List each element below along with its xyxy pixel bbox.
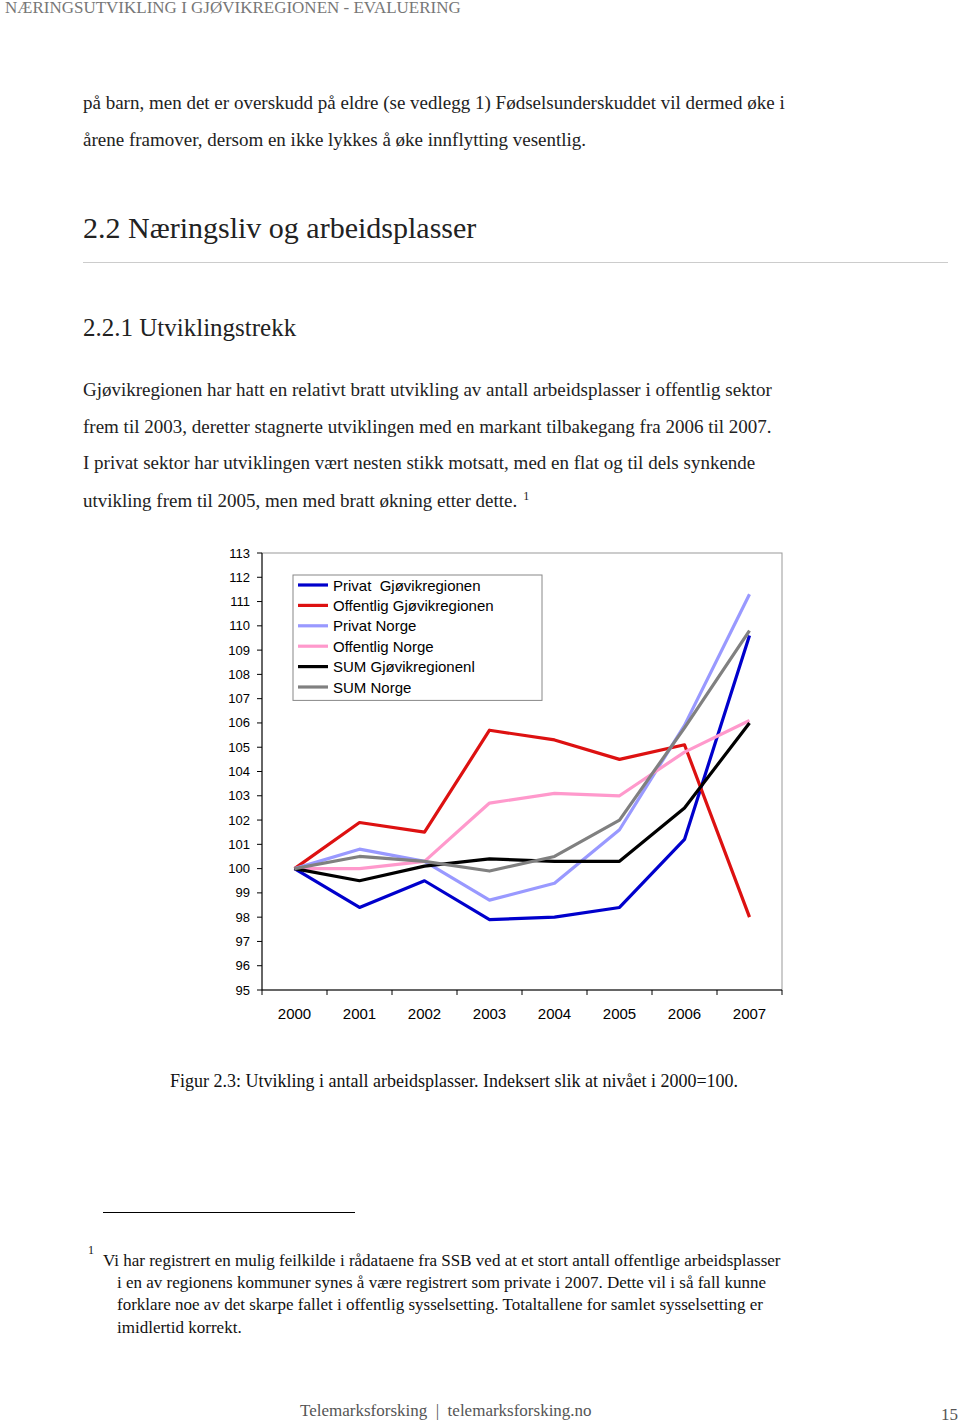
y-tick-label: 95	[236, 983, 250, 998]
section-heading: 2.2 Næringsliv og arbeidsplasser	[83, 210, 476, 246]
x-tick-label: 2002	[408, 1005, 441, 1022]
x-tick-label: 2003	[473, 1005, 506, 1022]
legend-label: Offentlig Gjøvikregionen	[333, 597, 494, 614]
paragraph-line: frem til 2003, deretter stagnerte utvikl…	[83, 416, 772, 439]
y-tick	[257, 553, 262, 554]
footnote-line: i en av regionens kommuner synes å være …	[117, 1273, 766, 1293]
x-tick-label: 2005	[603, 1005, 636, 1022]
y-tick-label: 97	[236, 934, 250, 949]
legend-key	[298, 645, 328, 648]
y-tick	[257, 820, 262, 821]
subsection-heading: 2.2.1 Utviklingstrekk	[83, 313, 296, 343]
y-tick	[257, 577, 262, 578]
paragraph-line: årene framover, dersom en ikke lykkes å …	[83, 129, 586, 152]
legend-label: Offentlig Norge	[333, 638, 434, 655]
legend-label: Privat Gjøvikregionen	[333, 577, 481, 594]
legend-key	[298, 583, 328, 586]
y-tick-label: 99	[236, 885, 250, 900]
legend-key	[298, 685, 328, 688]
x-tick	[327, 990, 328, 995]
y-tick-label: 108	[228, 667, 250, 682]
x-tick	[782, 990, 783, 995]
y-tick	[257, 722, 262, 723]
paragraph-line: utvikling frem til 2005, men med bratt ø…	[83, 489, 529, 513]
footer-text: Telemarksforsking | telemarksforsking.no	[300, 1401, 592, 1421]
footnote-line: imidlertid korrekt.	[117, 1318, 242, 1338]
x-tick	[457, 990, 458, 995]
legend-label: SUM Gjøvikregionenl	[333, 658, 475, 675]
running-header: NÆRINGSUTVIKLING I GJØVIKREGIONEN - EVAL…	[5, 0, 461, 18]
footnote-marker: 1	[88, 1243, 94, 1257]
legend-key	[298, 604, 328, 607]
y-tick-label: 111	[230, 594, 250, 609]
y-tick-label: 96	[236, 958, 250, 973]
y-tick	[257, 795, 262, 796]
y-tick-label: 106	[228, 715, 250, 730]
y-tick	[257, 844, 262, 845]
figure-caption: Figur 2.3: Utvikling i antall arbeidspla…	[170, 1071, 738, 1093]
x-tick-label: 2004	[538, 1005, 571, 1022]
y-tick	[257, 917, 262, 918]
x-tick	[652, 990, 653, 995]
paragraph-line: på barn, men det er overskudd på eldre (…	[83, 92, 785, 115]
legend-key	[298, 665, 328, 668]
y-tick	[257, 747, 262, 748]
y-tick-label: 103	[228, 788, 250, 803]
y-tick	[257, 941, 262, 942]
x-tick	[262, 990, 263, 995]
legend-key	[298, 624, 328, 627]
x-tick-label: 2000	[278, 1005, 311, 1022]
x-tick	[522, 990, 523, 995]
x-tick-label: 2007	[733, 1005, 766, 1022]
x-tick	[587, 990, 588, 995]
footnote-ref: 1	[523, 489, 529, 503]
y-tick	[257, 771, 262, 772]
page: NÆRINGSUTVIKLING I GJØVIKREGIONEN - EVAL…	[0, 0, 960, 1424]
chart: 95 96 97 98 99 100 101 102 103 104 105 106 107 108 109…	[0, 0, 960, 1424]
footnote-rule	[103, 1212, 355, 1213]
legend-label: SUM Norge	[333, 679, 411, 696]
x-tick	[392, 990, 393, 995]
y-tick	[257, 965, 262, 966]
y-tick-label: 110	[229, 618, 250, 633]
plot-frame	[262, 553, 782, 990]
y-tick-label: 107	[228, 691, 250, 706]
series-line	[295, 721, 750, 869]
y-tick-label: 102	[228, 813, 250, 828]
paragraph-line: I privat sektor har utviklingen vært nes…	[83, 452, 755, 475]
y-tick-label: 112	[229, 570, 250, 585]
legend-label: Privat Norge	[333, 617, 416, 634]
y-tick	[257, 990, 262, 991]
y-tick-label: 100	[228, 861, 250, 876]
footnote-line: Vi har registrert en mulig feilkilde i r…	[103, 1251, 781, 1271]
y-tick	[257, 601, 262, 602]
x-tick-label: 2006	[668, 1005, 701, 1022]
y-tick-label: 104	[228, 764, 250, 779]
page-number: 15	[941, 1405, 958, 1424]
x-tick	[717, 990, 718, 995]
y-tick-label: 109	[228, 643, 250, 658]
x-tick-label: 2001	[343, 1005, 376, 1022]
y-tick-label: 98	[236, 910, 250, 925]
y-tick	[257, 650, 262, 651]
y-tick	[257, 674, 262, 675]
heading-rule	[83, 262, 948, 263]
paragraph-line: Gjøvikregionen har hatt en relativt brat…	[83, 379, 772, 402]
y-tick	[257, 698, 262, 699]
y-tick-label: 101	[228, 837, 250, 852]
legend-box	[293, 575, 542, 700]
y-tick-label: 113	[229, 546, 250, 561]
y-tick-label: 105	[228, 740, 250, 755]
y-tick	[257, 625, 262, 626]
series-line	[295, 730, 750, 917]
y-tick	[257, 892, 262, 893]
y-tick	[257, 868, 262, 869]
footnote-line: forklare noe av det skarpe fallet i offe…	[117, 1295, 763, 1315]
